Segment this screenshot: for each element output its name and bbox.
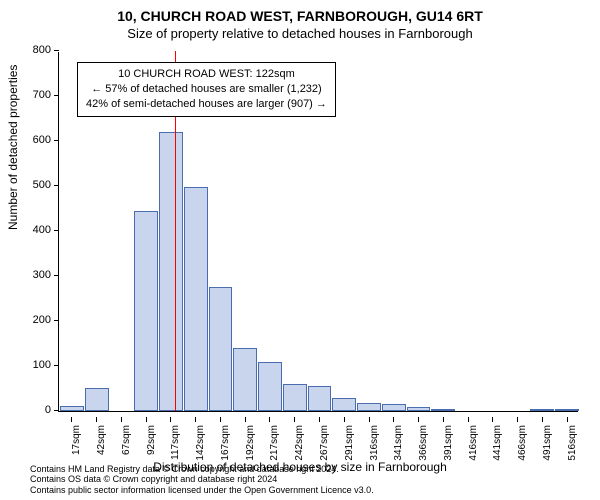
histogram-bar <box>308 386 332 411</box>
histogram-bar <box>555 409 579 411</box>
histogram-bar <box>407 407 431 412</box>
histogram-bar <box>258 362 282 412</box>
histogram-bar <box>209 287 233 411</box>
chart-title: 10, CHURCH ROAD WEST, FARNBOROUGH, GU14 … <box>0 8 600 24</box>
annotation-line: 42% of semi-detached houses are larger (… <box>86 97 327 112</box>
footer-line: Contains public sector information licen… <box>30 485 374 496</box>
histogram-bar <box>60 406 84 411</box>
histogram-bar <box>431 409 455 411</box>
annotation-box: 10 CHURCH ROAD WEST: 122sqm← 57% of deta… <box>77 62 336 117</box>
histogram-bar <box>283 384 307 411</box>
histogram-bar <box>134 211 158 411</box>
footer-line: Contains OS data © Crown copyright and d… <box>30 474 374 485</box>
histogram-bar <box>332 398 356 411</box>
histogram-bar <box>184 187 208 411</box>
annotation-line: 10 CHURCH ROAD WEST: 122sqm <box>86 67 327 82</box>
histogram-bar <box>382 404 406 411</box>
chart-plot-area: 010020030040050060070080017sqm42sqm67sqm… <box>58 52 578 412</box>
footer-line: Contains HM Land Registry data © Crown c… <box>30 464 374 475</box>
chart-subtitle: Size of property relative to detached ho… <box>0 26 600 41</box>
footer-attribution: Contains HM Land Registry data © Crown c… <box>30 464 374 496</box>
annotation-line: ← 57% of detached houses are smaller (1,… <box>86 82 327 97</box>
histogram-bar <box>159 132 183 411</box>
histogram-bar <box>85 388 109 411</box>
histogram-bar <box>357 403 381 411</box>
histogram-bar <box>233 348 257 411</box>
histogram-bar <box>530 409 554 411</box>
